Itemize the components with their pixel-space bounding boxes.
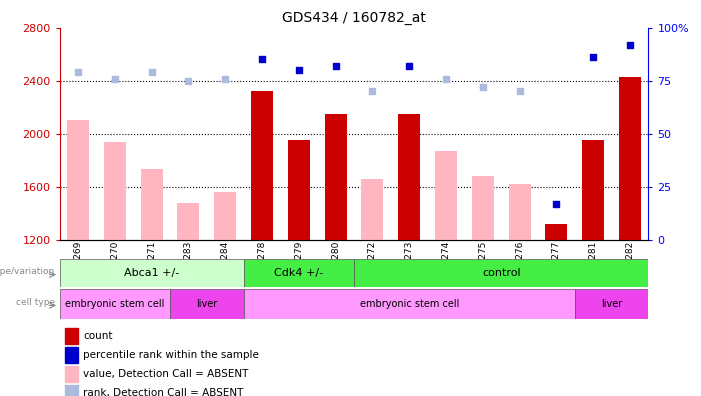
Text: embryonic stem cell: embryonic stem cell [65, 299, 165, 309]
Point [514, 88, 525, 94]
Bar [244, 259, 354, 287]
Bar [509, 184, 531, 240]
Bar [354, 259, 648, 287]
Bar [619, 77, 641, 240]
Bar [65, 366, 79, 382]
Bar [472, 176, 494, 240]
Bar [65, 347, 79, 363]
Point [219, 75, 231, 82]
Bar [244, 289, 575, 319]
Point [625, 42, 636, 48]
Bar [170, 289, 244, 319]
Text: liver: liver [601, 299, 622, 309]
Text: percentile rank within the sample: percentile rank within the sample [83, 350, 259, 360]
Bar [60, 259, 244, 287]
Text: Abca1 +/-: Abca1 +/- [124, 268, 179, 278]
Bar [288, 140, 310, 240]
Text: Cdk4 +/-: Cdk4 +/- [274, 268, 323, 278]
Text: rank, Detection Call = ABSENT: rank, Detection Call = ABSENT [83, 388, 243, 396]
Point [587, 54, 599, 61]
Text: liver: liver [196, 299, 217, 309]
Bar [104, 142, 126, 240]
Text: genotype/variation: genotype/variation [0, 267, 55, 276]
Point [551, 200, 562, 207]
Point [183, 78, 194, 84]
Point [109, 75, 121, 82]
Text: value, Detection Call = ABSENT: value, Detection Call = ABSENT [83, 369, 249, 379]
Bar [140, 169, 163, 240]
Bar [67, 120, 89, 240]
Bar [325, 114, 347, 240]
Point [440, 75, 451, 82]
Point [367, 88, 378, 94]
Bar [575, 289, 648, 319]
Bar [583, 140, 604, 240]
Point [330, 63, 341, 69]
Bar [65, 328, 79, 344]
Point [477, 84, 489, 90]
Bar [545, 224, 568, 240]
Bar [435, 151, 457, 240]
Text: cell type: cell type [15, 298, 55, 307]
Point [404, 63, 415, 69]
Bar [398, 114, 420, 240]
Bar [251, 91, 273, 240]
Text: count: count [83, 331, 113, 341]
Bar [177, 202, 200, 240]
Point [72, 69, 83, 75]
Text: control: control [482, 268, 521, 278]
Bar [215, 192, 236, 240]
Point [293, 67, 304, 73]
Bar [60, 289, 170, 319]
Text: embryonic stem cell: embryonic stem cell [360, 299, 459, 309]
Bar [362, 179, 383, 240]
Point [257, 56, 268, 63]
Bar [65, 385, 79, 396]
Point [146, 69, 157, 75]
Title: GDS434 / 160782_at: GDS434 / 160782_at [282, 11, 426, 25]
